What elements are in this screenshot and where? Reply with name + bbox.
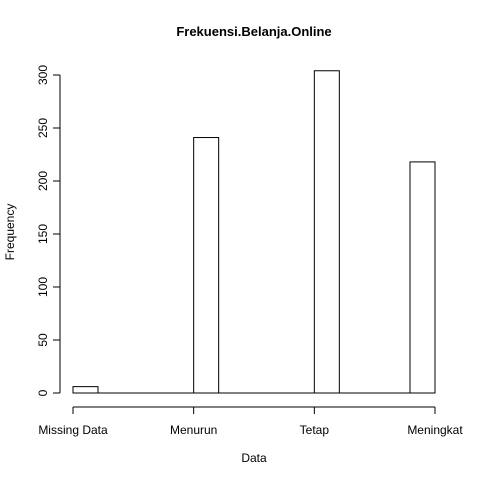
- y-tick-label: 200: [36, 171, 50, 191]
- x-tick-label: Missing Data: [38, 423, 108, 437]
- y-tick-label: 50: [36, 333, 50, 347]
- chart-title: Frekuensi.Belanja.Online: [176, 24, 331, 39]
- x-tick-label: Menurun: [170, 423, 217, 437]
- bar: [193, 137, 220, 394]
- y-tick-label: 150: [36, 224, 50, 244]
- y-tick-label: 100: [36, 277, 50, 297]
- x-tick-label: Tetap: [300, 423, 330, 437]
- x-axis: Missing Data Menurun Tetap Meningkat: [38, 406, 463, 437]
- x-axis-label: Data: [241, 451, 267, 465]
- x-tick-label: Meningkat: [407, 423, 463, 437]
- bars: [72, 70, 436, 394]
- y-axis: 0 50 100 150 200 250 300: [36, 65, 61, 396]
- bar: [313, 70, 340, 394]
- bar: [409, 161, 436, 394]
- y-axis-label: Frequency: [3, 204, 17, 261]
- y-tick-label: 0: [36, 389, 50, 396]
- y-tick-label: 300: [36, 65, 50, 85]
- bar: [72, 386, 99, 394]
- y-tick-label: 250: [36, 118, 50, 138]
